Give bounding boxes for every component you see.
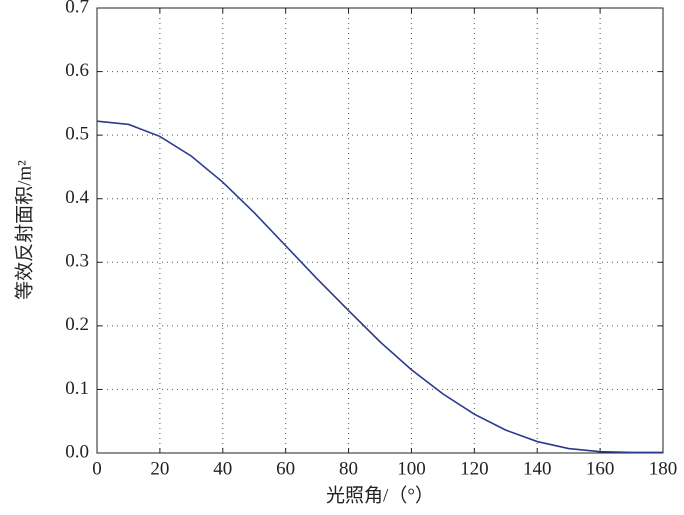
y-tick-label: 0.4 (65, 187, 89, 208)
y-tick-label: 0.3 (65, 251, 89, 272)
y-tick-label: 0.7 (65, 0, 89, 17)
y-tick-label: 0.2 (65, 314, 89, 335)
data-line (96, 120, 663, 454)
x-tick-label: 140 (523, 458, 552, 479)
x-tick-label: 20 (150, 458, 169, 479)
x-tick-label: 180 (649, 458, 678, 479)
x-tick-label: 100 (397, 458, 426, 479)
x-tick-label: 60 (276, 458, 295, 479)
x-tick-label: 160 (586, 458, 615, 479)
y-axis-label: 等效反射面积/m² (13, 160, 35, 300)
x-tick-label: 80 (339, 458, 358, 479)
plot-frame (96, 7, 664, 454)
x-tick-label: 120 (460, 458, 489, 479)
y-tick-label: 0.5 (65, 124, 89, 145)
x-tick-label: 0 (92, 458, 102, 479)
y-tick-label: 0.1 (65, 378, 89, 399)
y-tick-label: 0.6 (65, 60, 89, 81)
x-axis-label: 光照角/（°） (326, 484, 434, 506)
y-tick-label: 0.0 (65, 441, 89, 462)
x-tick-label: 40 (213, 458, 232, 479)
